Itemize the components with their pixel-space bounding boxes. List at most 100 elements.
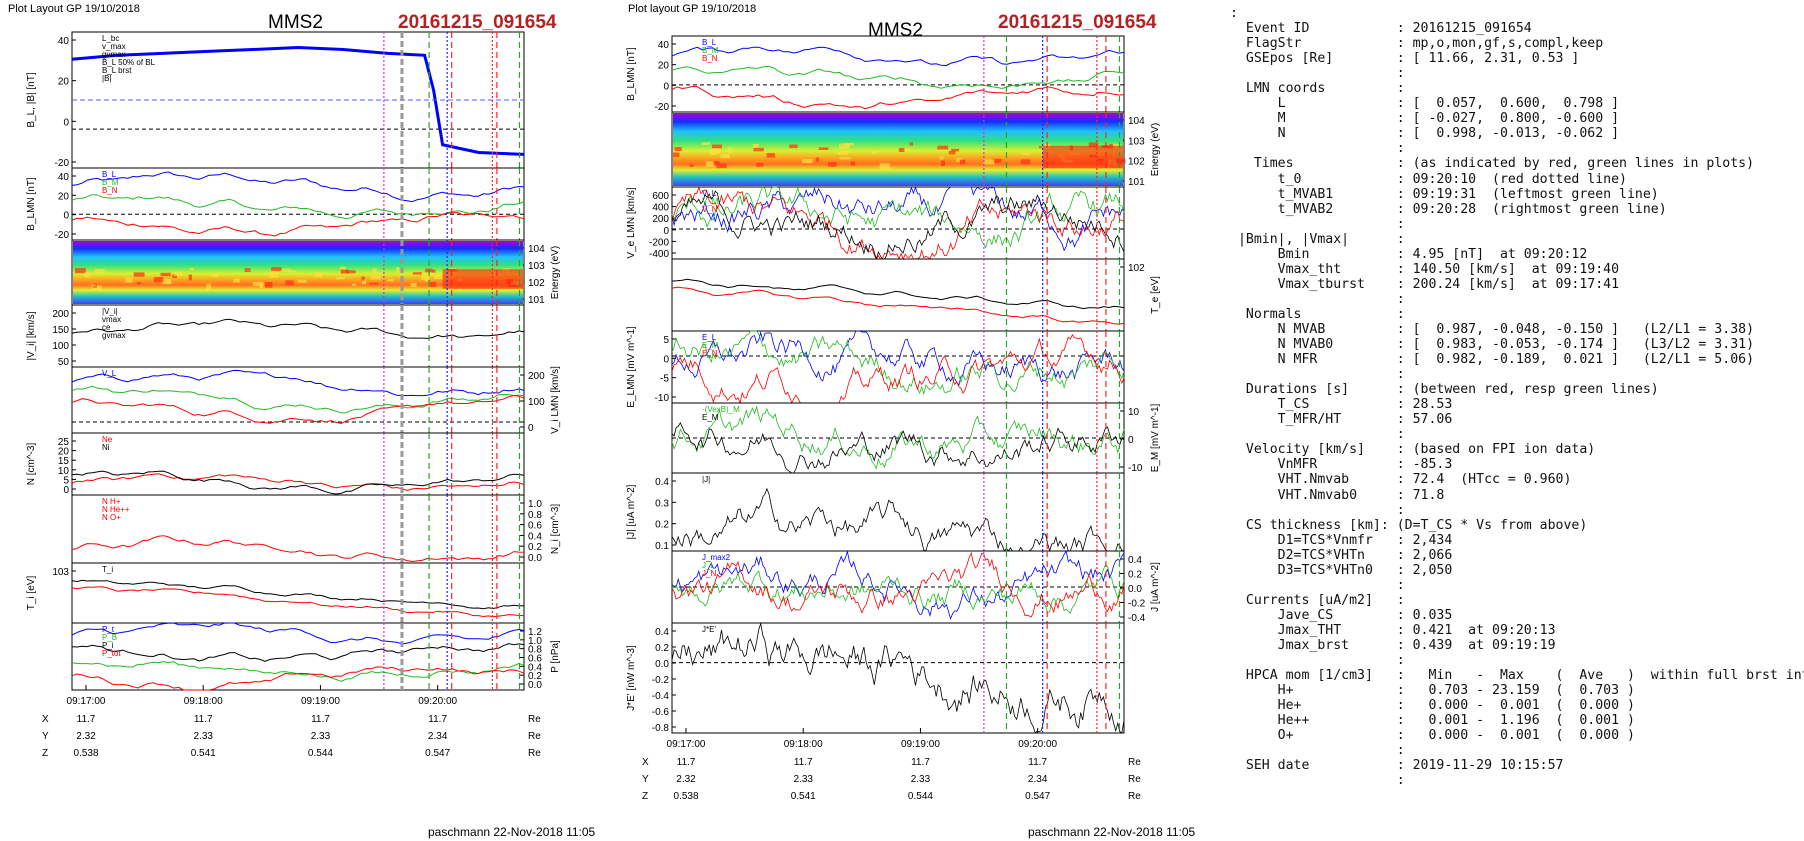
spectrogram-cell (843, 143, 855, 146)
position-value: 2.33 (793, 774, 813, 785)
spectrogram-cell (188, 274, 192, 281)
y-tick-label: 20 (658, 61, 670, 72)
y-tick-label: -20 (655, 102, 670, 113)
spectrogram-cell (839, 143, 850, 149)
series-line (71, 171, 525, 203)
series-line (71, 318, 525, 339)
spectrogram-cell (84, 272, 91, 278)
panel-ViLMN: 200 100 0 V_i LMN [km/s] V_L (71, 366, 561, 434)
y-tick-label: -0.8 (652, 723, 670, 734)
series-line (71, 194, 525, 220)
series-line (671, 330, 1125, 387)
y-tick-label: 100 (528, 397, 545, 408)
y-tick-label: 0.8 (528, 645, 542, 656)
series-line (671, 186, 1125, 249)
y-tick-label: -0.4 (1128, 613, 1146, 624)
position-value: 2.32 (76, 731, 96, 742)
y-tick-label: 200 (52, 309, 69, 320)
y-tick-label: 0.0 (655, 659, 669, 670)
y-tick-label: 0 (63, 211, 69, 222)
series-line (671, 46, 1125, 67)
spectrogram-cell (1020, 152, 1030, 155)
position-value: 2.34 (1028, 774, 1048, 785)
spectrogram-cell (287, 270, 297, 273)
legend-entry: B_L (702, 38, 717, 47)
left-event-title: 20161215_091654 (398, 12, 557, 33)
y-tick-label: 101 (1128, 177, 1145, 188)
spectrogram-cell (396, 267, 400, 273)
spectrogram-cell (244, 268, 251, 273)
legend-entry: |J| (702, 475, 710, 484)
spectrogram-cell (898, 147, 905, 153)
y-tick-label: 0 (63, 117, 69, 128)
spectrogram-cell (369, 282, 379, 285)
legend-entry: B_L 50% of BL (102, 58, 156, 67)
right-header: Plot layout GP 19/10/2018 (628, 3, 756, 15)
series-line (671, 190, 1125, 261)
spectrogram-cell (766, 153, 775, 158)
spectrogram-cell (269, 271, 279, 278)
spectrogram-cell (281, 268, 292, 272)
right-footer: paschmann 22-Nov-2018 11:05 (1028, 825, 1196, 839)
spectrogram-cell (1038, 146, 1043, 149)
spectrogram-cell (837, 151, 848, 155)
spectrogram-cell (872, 150, 877, 155)
y-axis-label: V_e LMN [km/s] (626, 187, 637, 258)
legend-entry: J_max2 (702, 553, 731, 562)
spectrogram-cell (673, 152, 680, 157)
legend-entry: V_L (102, 369, 117, 378)
series-line (71, 470, 525, 495)
spectrogram-cell (345, 270, 356, 274)
series-line (671, 185, 1125, 261)
spectrogram-cell (160, 272, 171, 277)
series-line (71, 45, 525, 156)
spectrogram-cell (92, 285, 102, 291)
spectrogram-cell (903, 148, 912, 152)
x-tick-label: 09:19:00 (901, 739, 940, 750)
spectrogram-cell (161, 279, 172, 285)
y-tick-label: 40 (658, 40, 670, 51)
legend-entry: ce (102, 323, 111, 332)
position-unit: Re (528, 731, 541, 742)
legend-entry: B_L brst (102, 66, 132, 75)
y-axis-label: T_e [eV] (1150, 276, 1161, 314)
y-tick-label: 1.0 (528, 499, 542, 510)
spectrogram-cell (206, 283, 211, 290)
position-value: 11.7 (311, 714, 330, 725)
position-value: 11.7 (794, 757, 813, 768)
spectrogram-cell (879, 163, 890, 170)
series-line (71, 579, 525, 610)
legend-entry: T_i (102, 565, 113, 574)
spectrogram-cell (959, 159, 966, 165)
series-line (671, 185, 1125, 252)
y-tick-label: 5 (63, 475, 69, 486)
position-value: 11.7 (194, 714, 213, 725)
spectrogram-cell (1042, 145, 1123, 169)
series-line (671, 564, 1125, 614)
spectrogram-cell (125, 277, 133, 283)
legend-entry: B_L (102, 170, 117, 179)
y-tick-label: 0.2 (528, 542, 542, 553)
series-line (71, 473, 525, 491)
legend-entry: P_t (102, 625, 115, 634)
legend-entry: P_B (102, 633, 117, 642)
y-tick-label: 0 (63, 485, 69, 496)
legend-entry: |B| (102, 74, 112, 83)
position-value: 2.32 (676, 774, 696, 785)
y-tick-label: 101 (528, 295, 545, 306)
spectrogram-cell (720, 154, 730, 159)
spectrogram-cell (372, 268, 377, 275)
panel-E: 5 0 -5 -10 E_LMN [mV m^-1] E_LE_ME_N (626, 326, 1125, 408)
legend-entry: gvmax (102, 331, 126, 340)
spectrogram-cell (802, 158, 813, 164)
y-tick-label: 0.2 (655, 643, 669, 654)
spectrogram-cell (713, 161, 720, 165)
position-unit: Re (528, 748, 541, 759)
x-tick-label: 09:20:00 (418, 696, 457, 707)
panel-EM: 10 0 -10 E_M [mV m^-1] -(VexB)_ME_M (671, 402, 1161, 474)
y-tick-label: 103 (1128, 136, 1145, 147)
spectrogram-cell (689, 164, 694, 167)
legend-entry: B_N (102, 186, 118, 195)
